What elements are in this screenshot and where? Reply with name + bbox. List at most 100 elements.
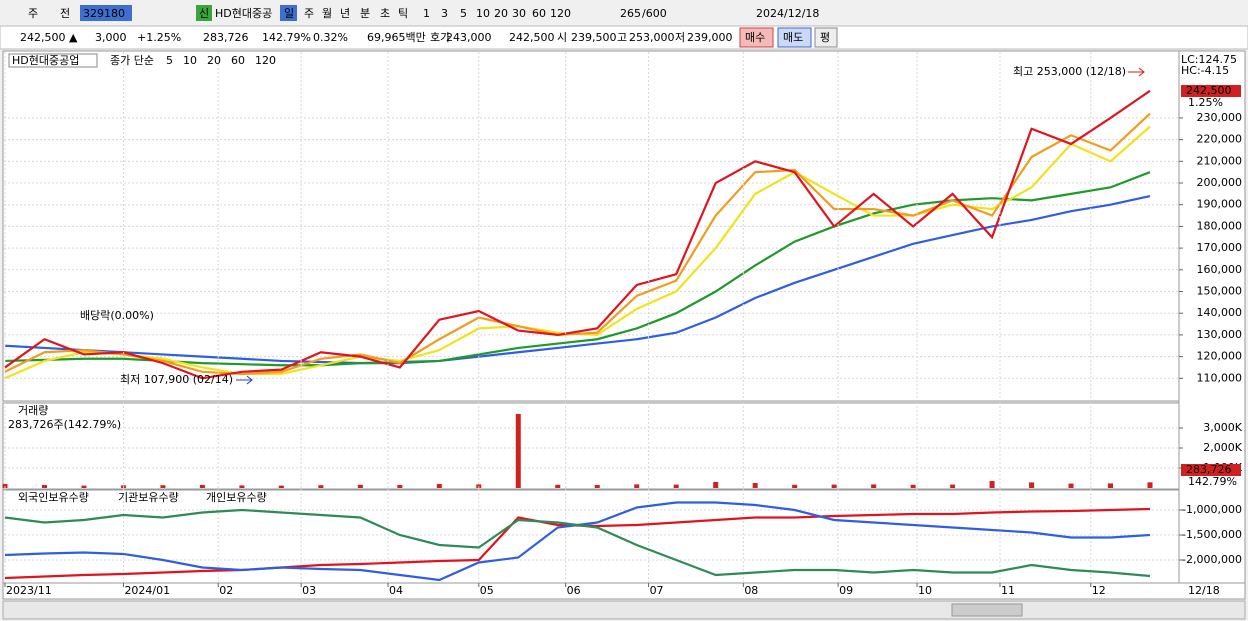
quote-item: 0.32%: [313, 31, 348, 44]
price-panel: [2, 50, 1180, 402]
x-tick-label: 04: [389, 584, 403, 597]
toolbar-item[interactable]: 일: [284, 6, 294, 20]
toolbar-item[interactable]: 분: [360, 7, 370, 20]
series-line: [4, 112, 1151, 376]
volume-bar: [1108, 483, 1114, 488]
x-tick-label: 07: [650, 584, 664, 597]
quote-item[interactable]: 매수: [745, 31, 765, 44]
legend-entry: 20: [207, 54, 221, 67]
y-tick-label: 150,000: [1197, 285, 1243, 298]
toolbar-item[interactable]: 월: [322, 7, 332, 20]
day-selected[interactable]: [280, 5, 297, 21]
annotation: 최고 253,000 (12/18): [1013, 65, 1126, 78]
legend-box: [8, 53, 98, 68]
y-tick-label: 230,000: [1197, 111, 1243, 124]
volume-bar: [1147, 482, 1153, 488]
toolbar-item[interactable]: 1: [423, 7, 430, 20]
volume-bar: [160, 485, 166, 488]
x-tick-label: 05: [480, 584, 494, 597]
toolbar-item[interactable]: 10: [476, 7, 490, 20]
toolbar-item[interactable]: 주: [304, 7, 314, 20]
quote-item: +1.25%: [137, 31, 181, 44]
volume-bar: [436, 484, 442, 488]
volume-bar: [199, 485, 205, 488]
quote-item: 고: [617, 31, 627, 44]
toolbar-item[interactable]: 3: [441, 7, 448, 20]
price-tag-box: [1181, 85, 1241, 97]
toolbar-item[interactable]: 전: [60, 7, 70, 20]
last-date: 12/18: [1188, 584, 1220, 597]
toolbar-item[interactable]: 2024/12/18: [756, 7, 819, 20]
volume-bar: [673, 484, 679, 488]
toolbar-item[interactable]: 신: [199, 7, 209, 20]
legend-entry: 5: [166, 54, 173, 67]
y-tick-label: 120,000: [1197, 350, 1243, 363]
quote-item: 저: [675, 31, 685, 44]
toolbar-item[interactable]: 년: [340, 7, 350, 20]
quote-item: 242,500: [509, 31, 555, 44]
sell-button[interactable]: [777, 27, 812, 48]
y-tick-label: 2,000K: [1203, 441, 1242, 454]
volume-bar: [752, 483, 758, 488]
toolbar-item[interactable]: /600: [642, 7, 667, 20]
legend-entry: 60: [231, 54, 245, 67]
scrollbar[interactable]: [2, 600, 1246, 620]
toolbar-item[interactable]: 120: [550, 7, 571, 20]
quote-item[interactable]: 매도: [783, 31, 803, 44]
toolbar-item[interactable]: 265: [620, 7, 641, 20]
quote-item: 시: [557, 31, 567, 44]
y-tick-label: 180,000: [1197, 219, 1243, 232]
toolbar-item[interactable]: 329180: [83, 7, 125, 20]
volume-bar: [713, 482, 719, 488]
volume-bar: [318, 485, 324, 488]
y-tick-label: -1,500,000: [1182, 528, 1242, 541]
x-tick-label: 11: [1001, 584, 1015, 597]
toolbar-item[interactable]: 20: [494, 7, 508, 20]
annotation: 배당락(0.00%): [80, 309, 154, 322]
y-tick-label: 220,000: [1197, 133, 1243, 146]
legend-title: HD현대중공업: [12, 54, 79, 67]
toolbar-item[interactable]: 60: [532, 7, 546, 20]
value-axis: [1178, 50, 1246, 584]
holdings-panel: [2, 489, 1180, 584]
toolbar-item[interactable]: 초: [380, 7, 390, 20]
quote-item: 283,726: [203, 31, 249, 44]
volume-bar: [989, 481, 995, 488]
volume-tag: 283,726: [1186, 463, 1232, 476]
new-badge: [196, 5, 212, 21]
volume-bar: [239, 485, 245, 488]
series-line: [4, 194, 1151, 365]
buy-button[interactable]: [739, 27, 774, 48]
toolbar-item[interactable]: 틱: [398, 7, 408, 20]
series-line: [4, 89, 1151, 380]
volume-tag-box: [1181, 464, 1241, 476]
legend-entry: 10: [183, 54, 197, 67]
annotation-arrow: [1128, 67, 1145, 77]
legend-entry: 개인보유수량: [206, 491, 267, 504]
series-line: [4, 508, 1151, 578]
y-tick-label: 160,000: [1197, 263, 1243, 276]
y-tick-label: 140,000: [1197, 306, 1243, 319]
x-tick-label: 03: [302, 584, 316, 597]
toolbar-item[interactable]: 5: [460, 7, 467, 20]
legend-entry: 120: [255, 54, 276, 67]
quote-item[interactable]: 평: [820, 31, 830, 44]
volume-bar: [910, 484, 916, 488]
volume-bar: [515, 414, 521, 488]
y-tick-label: 210,000: [1197, 154, 1243, 167]
y-tick-label: -2,000,000: [1182, 553, 1242, 566]
x-tick-label: 2024/01: [124, 584, 170, 597]
x-tick-label: 12: [1092, 584, 1106, 597]
volume-bar: [1029, 482, 1035, 488]
avg-button[interactable]: [814, 27, 838, 48]
toolbar-item[interactable]: HD현대중공: [215, 7, 272, 20]
scroll-thumb[interactable]: [951, 603, 1023, 617]
price-tag-change: 1.25%: [1188, 96, 1223, 109]
code-input[interactable]: [80, 5, 132, 21]
toolbar-item[interactable]: 30: [512, 7, 526, 20]
volume-bar: [81, 485, 87, 488]
indicator: HC:-4.15: [1181, 64, 1229, 77]
y-tick-label: 3,000K: [1203, 421, 1242, 434]
toolbar-item[interactable]: 주: [28, 7, 38, 20]
y-tick-label: 200,000: [1197, 176, 1243, 189]
